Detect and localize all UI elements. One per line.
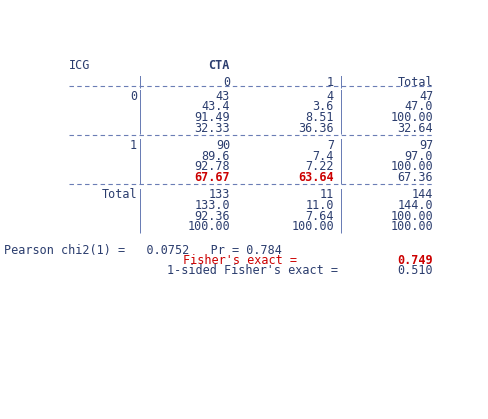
Text: 43.4: 43.4 [201, 100, 230, 113]
Text: |: | [337, 100, 345, 113]
Text: |: | [137, 111, 144, 124]
Text: Pearson chi2(1) =   0.0752   Pr = 0.784: Pearson chi2(1) = 0.0752 Pr = 0.784 [4, 243, 282, 256]
Text: 4: 4 [326, 90, 333, 103]
Text: 7.22: 7.22 [305, 160, 333, 173]
Text: 0.749: 0.749 [397, 253, 432, 266]
Text: 100.00: 100.00 [290, 220, 333, 233]
Text: 100.00: 100.00 [389, 210, 432, 222]
Text: |: | [337, 171, 345, 184]
Text: |: | [137, 160, 144, 173]
Text: 7.64: 7.64 [305, 210, 333, 222]
Text: 89.6: 89.6 [201, 150, 230, 163]
Text: |: | [337, 150, 345, 163]
Text: |: | [137, 90, 144, 103]
Text: 0: 0 [223, 76, 230, 89]
Text: 144.0: 144.0 [397, 199, 432, 212]
Text: |: | [337, 210, 345, 222]
Text: CTA: CTA [208, 59, 229, 72]
Text: |: | [137, 171, 144, 184]
Text: 91.49: 91.49 [194, 111, 230, 124]
Text: |: | [137, 199, 144, 212]
Text: 36.36: 36.36 [298, 122, 333, 135]
Text: |: | [137, 150, 144, 163]
Text: 1: 1 [326, 76, 333, 89]
Text: 133: 133 [208, 188, 230, 201]
Text: Total: Total [397, 76, 432, 89]
Text: |: | [337, 199, 345, 212]
Text: Fisher's exact =: Fisher's exact = [183, 253, 296, 266]
Text: 11.0: 11.0 [305, 199, 333, 212]
Text: 63.64: 63.64 [298, 171, 333, 184]
Text: |: | [137, 100, 144, 113]
Text: |: | [337, 122, 345, 135]
Text: |: | [137, 210, 144, 222]
Text: |: | [337, 111, 345, 124]
Text: 92.36: 92.36 [194, 210, 230, 222]
Text: 100.00: 100.00 [389, 220, 432, 233]
Text: |: | [137, 220, 144, 233]
Text: |: | [137, 139, 144, 152]
Text: 100.00: 100.00 [187, 220, 230, 233]
Text: 92.78: 92.78 [194, 160, 230, 173]
Text: |: | [137, 188, 144, 201]
Text: 1: 1 [130, 139, 137, 152]
Text: 133.0: 133.0 [194, 199, 230, 212]
Text: 90: 90 [215, 139, 230, 152]
Text: 7.4: 7.4 [312, 150, 333, 163]
Text: 0: 0 [130, 90, 137, 103]
Text: 97: 97 [418, 139, 432, 152]
Text: |: | [137, 122, 144, 135]
Text: 97.0: 97.0 [404, 150, 432, 163]
Text: 8.51: 8.51 [305, 111, 333, 124]
Text: 7: 7 [326, 139, 333, 152]
Text: |: | [337, 139, 345, 152]
Text: |: | [337, 188, 345, 201]
Text: |: | [337, 76, 345, 89]
Text: 11: 11 [319, 188, 333, 201]
Text: 32.64: 32.64 [397, 122, 432, 135]
Text: ICG: ICG [69, 59, 90, 72]
Text: 32.33: 32.33 [194, 122, 230, 135]
Text: 100.00: 100.00 [389, 160, 432, 173]
Text: 47: 47 [418, 90, 432, 103]
Text: |: | [337, 90, 345, 103]
Text: 67.67: 67.67 [194, 171, 230, 184]
Text: Total: Total [101, 188, 137, 201]
Text: 1-sided Fisher's exact =: 1-sided Fisher's exact = [167, 264, 338, 277]
Text: |: | [337, 220, 345, 233]
Text: 0.510: 0.510 [397, 264, 432, 277]
Text: 43: 43 [215, 90, 230, 103]
Text: |: | [137, 76, 144, 89]
Text: 67.36: 67.36 [397, 171, 432, 184]
Text: 47.0: 47.0 [404, 100, 432, 113]
Text: |: | [337, 160, 345, 173]
Text: 100.00: 100.00 [389, 111, 432, 124]
Text: 3.6: 3.6 [312, 100, 333, 113]
Text: 144: 144 [411, 188, 432, 201]
